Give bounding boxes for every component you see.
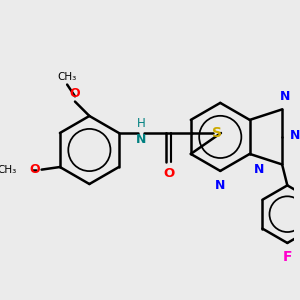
Text: CH₃: CH₃ — [58, 72, 77, 82]
Text: O: O — [30, 163, 40, 176]
Text: N: N — [290, 129, 300, 142]
Text: O: O — [70, 87, 80, 100]
Text: S: S — [212, 126, 222, 140]
Text: F: F — [283, 250, 292, 263]
Text: N: N — [136, 133, 146, 146]
Text: H: H — [137, 117, 146, 130]
Text: CH₃: CH₃ — [0, 165, 17, 175]
Text: N: N — [254, 163, 264, 176]
Text: N: N — [280, 90, 290, 103]
Text: O: O — [163, 167, 174, 180]
Text: N: N — [215, 179, 226, 192]
